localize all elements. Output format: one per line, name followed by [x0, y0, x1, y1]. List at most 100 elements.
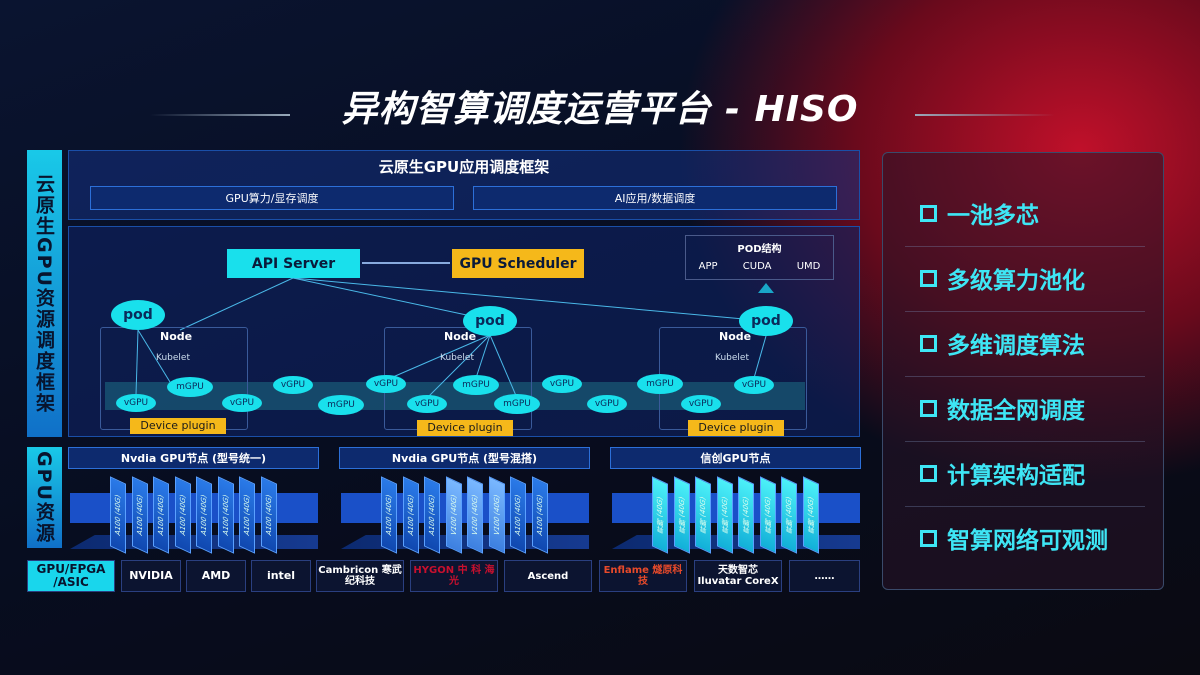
checkbox-icon — [920, 464, 937, 482]
gpu-group-platform — [612, 535, 860, 549]
gpu-card: 昇腾 (40G) — [695, 476, 711, 554]
gpu-card: A100 (40G) — [260, 476, 277, 554]
gpu-card-label: A100 (40G) — [221, 493, 230, 537]
feature-item: 智算网络可观测 — [920, 521, 1108, 555]
pod-structure-box: POD结构 APP CUDA UMD — [685, 235, 834, 280]
gpu-group-base — [341, 493, 589, 523]
mgpu-unit: mGPU — [318, 395, 364, 415]
feature-item: 计算架构适配 — [920, 456, 1085, 490]
gpu-card: 昇腾 (40G) — [673, 476, 690, 554]
checkbox-icon — [920, 334, 937, 352]
api-server-box: API Server — [227, 249, 360, 278]
gpu-group-title: 信创GPU节点 — [610, 447, 861, 469]
checkbox-icon — [920, 399, 937, 417]
vgpu-unit: vGPU — [273, 376, 313, 394]
gpu-card: A100 (40G) — [110, 476, 126, 554]
feature-divider — [905, 376, 1145, 377]
vendor-logo-2: AMD — [186, 560, 246, 592]
gpu-card-label: A100 (40G) — [406, 493, 415, 537]
framework-side-label: 云原生GPU资源调度框架 — [27, 150, 62, 437]
framework-title: 云原生GPU应用调度框架 — [378, 158, 550, 176]
gpu-card: 昇腾 (40G) — [781, 476, 797, 554]
mgpu-unit: mGPU — [453, 375, 499, 395]
gpu-card: A100 (40G) — [381, 476, 397, 554]
gpu-card: A100 (40G) — [131, 476, 148, 554]
vendor-logo-6: Ascend — [504, 560, 592, 592]
feature-label: 计算架构适配 — [947, 463, 1085, 489]
gpu-card-label: A100 (40G) — [157, 493, 165, 537]
checkbox-icon — [920, 529, 937, 547]
kubelet-label: Kubelet — [440, 353, 474, 363]
gpu-card: A100 (40G) — [424, 476, 440, 554]
gpu-card-label: A100 (40G) — [535, 493, 544, 537]
gpu-card: A100 (40G) — [531, 476, 548, 554]
node-label: Node — [719, 330, 752, 343]
gpu-group-base — [612, 493, 860, 523]
vendor-logo-8: 天数智芯 Iluvatar CoreX — [694, 560, 782, 592]
pod-bubble: pod — [463, 306, 517, 336]
pod-bubble: pod — [111, 300, 165, 330]
feature-item: 多维调度算法 — [920, 326, 1085, 360]
gpu-card: A100 (40G) — [153, 476, 169, 554]
feature-label: 数据全网调度 — [947, 398, 1085, 424]
vendor-logo-5: HYGON 中 科 海 光 — [410, 560, 498, 592]
gpu-card: 昇腾 (40G) — [759, 476, 776, 554]
feature-divider — [905, 441, 1145, 442]
checkbox-icon — [920, 204, 937, 222]
pod-structure-item: APP — [698, 261, 718, 272]
gpu-card: A100 (40G) — [510, 476, 526, 554]
device-plugin-label: Device plugin — [688, 420, 784, 436]
feature-divider — [905, 246, 1145, 247]
mgpu-unit: mGPU — [167, 377, 213, 397]
gpu-card-label: 昇腾 (40G) — [699, 495, 707, 535]
gpu-card-label: 昇腾 (40G) — [720, 495, 729, 535]
gpu-card-label: A100 (40G) — [178, 493, 187, 537]
pod-structure-item: CUDA — [742, 261, 772, 272]
vgpu-unit: vGPU — [116, 394, 156, 412]
pod-structure-item: UMD — [796, 261, 821, 272]
device-plugin-label: Device plugin — [130, 418, 226, 434]
gpu-card-label: A100 (40G) — [114, 493, 122, 537]
checkbox-icon — [920, 269, 937, 287]
vgpu-unit: vGPU — [222, 394, 262, 412]
gpu-card: 昇腾 (40G) — [738, 476, 754, 554]
gpu-card-label: 昇腾 (40G) — [806, 495, 815, 535]
pod-structure-title: POD结构 — [737, 244, 782, 255]
gpu-group-platform — [341, 535, 589, 549]
gpu-card-label: A100 (40G) — [385, 493, 393, 537]
gpu-card-label: 昇腾 (40G) — [763, 495, 772, 535]
vendor-logo-7: Enflame 燧原科技 — [599, 560, 687, 592]
gpu-card-label: A100 (40G) — [135, 493, 144, 537]
feature-label: 多级算力池化 — [947, 268, 1085, 294]
gpu-scheduler-box: GPU Scheduler — [452, 249, 584, 278]
feature-label: 一池多芯 — [947, 203, 1039, 229]
gpu-card-label: A100 (40G) — [243, 493, 251, 537]
mgpu-unit: mGPU — [494, 394, 540, 414]
vendor-logo-4: Cambricon 寒武纪科技 — [316, 560, 404, 592]
feature-divider — [905, 311, 1145, 312]
page-title: 异构智算调度运营平台 - HISO — [341, 89, 859, 130]
gpu-card-label: 昇腾 (40G) — [656, 495, 664, 535]
gpu-card: 昇腾 (40G) — [802, 476, 819, 554]
feature-divider — [905, 506, 1145, 507]
vgpu-unit: vGPU — [734, 376, 774, 394]
gpu-card-label: 昇腾 (40G) — [677, 495, 686, 535]
vgpu-unit: vGPU — [366, 375, 406, 393]
title-decor-left — [150, 114, 290, 116]
gpu-card-label: A100 (40G) — [428, 493, 436, 537]
resources-side-label: GPU资源 — [27, 447, 62, 548]
title-decor-right — [915, 114, 1055, 116]
ai-data-scheduling: AI应用/数据调度 — [473, 186, 837, 210]
gpu-card-label: V100 (40G) — [449, 493, 458, 537]
kubelet-label: Kubelet — [715, 353, 749, 363]
feature-item: 数据全网调度 — [920, 391, 1085, 425]
feature-label: 多维调度算法 — [947, 333, 1085, 359]
gpu-group-base — [70, 493, 318, 523]
device-plugin-label: Device plugin — [417, 420, 513, 436]
kubelet-label: Kubelet — [156, 353, 190, 363]
feature-item: 多级算力池化 — [920, 261, 1085, 295]
vgpu-unit: vGPU — [542, 375, 582, 393]
gpu-card-label: V100 (40G) — [492, 493, 501, 537]
gpu-card: A100 (40G) — [217, 476, 234, 554]
